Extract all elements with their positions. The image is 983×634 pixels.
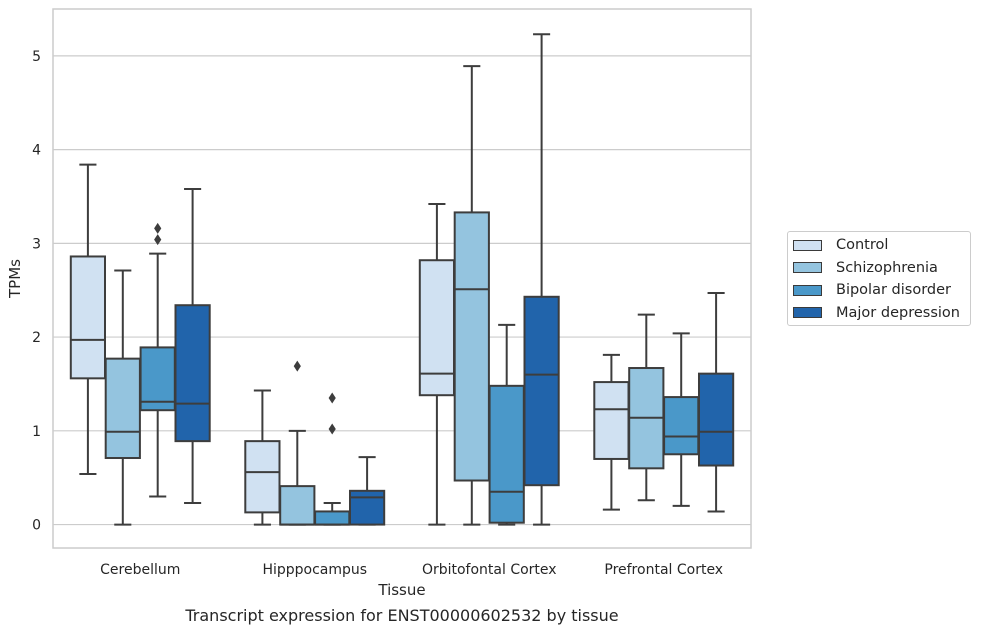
legend-item: Control	[793, 236, 888, 254]
box-iqr	[104, 357, 141, 460]
legend: Control Schizophrenia Bipolar disorder Majo…	[787, 231, 971, 326]
box-iqr	[593, 381, 630, 460]
outlier-point	[328, 392, 336, 404]
box-bipolar-disorder	[488, 323, 525, 526]
box-schizophrenia	[279, 360, 316, 526]
plot-frame	[52, 8, 752, 549]
box-control	[69, 163, 107, 475]
legend-swatch	[793, 284, 822, 296]
box-control	[244, 389, 281, 526]
y-tick-label: 4	[32, 143, 41, 159]
box-schizophrenia	[628, 313, 665, 502]
outlier-point	[154, 222, 162, 234]
box-iqr	[697, 372, 735, 467]
box-iqr	[348, 489, 386, 526]
legend-label: Schizophrenia	[836, 259, 938, 276]
legend-swatch	[793, 307, 822, 318]
legend-swatch	[793, 262, 822, 273]
y-tick-label: 3	[32, 236, 41, 252]
x-axis-title: Tissue	[377, 581, 425, 599]
legend-item: Bipolar disorder	[793, 281, 951, 299]
x-tick-label: Prefrontal Cortex	[604, 562, 723, 578]
box-iqr	[418, 259, 456, 397]
gridlines	[53, 55, 751, 526]
legend-label: Bipolar disorder	[836, 282, 951, 298]
box-iqr	[523, 295, 560, 487]
outlier-point	[154, 234, 162, 246]
box-major-depression	[348, 456, 386, 526]
box-major-depression	[697, 292, 735, 513]
x-tick-label: Cerebellum	[100, 562, 180, 578]
box-series	[69, 33, 735, 526]
outlier-point	[293, 360, 301, 372]
y-tick-label: 2	[32, 330, 41, 346]
box-bipolar-disorder	[663, 332, 700, 507]
box-iqr	[488, 384, 525, 524]
x-tick-labels: Cerebellum Hipppocampus Orbitofontal Corte…	[100, 562, 723, 578]
y-tick-label: 1	[32, 424, 41, 440]
box-iqr	[174, 304, 211, 443]
y-tick-label: 5	[32, 49, 41, 65]
legend-label: Major depression	[836, 304, 960, 321]
figure-caption: Transcript expression for ENST0000060253…	[185, 606, 619, 625]
y-tick-label: 0	[32, 518, 41, 534]
box-schizophrenia	[453, 65, 490, 526]
box-iqr	[244, 440, 281, 514]
box-control	[593, 353, 630, 511]
box-iqr	[279, 485, 316, 526]
legend-label: Control	[836, 237, 889, 253]
y-tick-labels: 0 1 2 3 4 5	[32, 49, 41, 534]
legend-item: Schizophrenia	[793, 259, 938, 277]
legend-swatch	[793, 239, 822, 251]
box-iqr	[69, 255, 107, 380]
box-iqr	[663, 396, 700, 456]
outlier-point	[328, 423, 336, 435]
x-tick-label: Orbitofontal Cortex	[422, 562, 557, 578]
box-bipolar-disorder	[314, 392, 351, 526]
box-iqr	[453, 211, 490, 482]
box-control	[418, 202, 456, 526]
box-bipolar-disorder	[139, 222, 176, 498]
box-iqr	[314, 510, 351, 526]
box-schizophrenia	[104, 269, 141, 526]
box-major-depression	[523, 33, 560, 526]
legend-item: Major depression	[793, 304, 960, 322]
y-axis-title: TPMs	[6, 259, 24, 299]
box-major-depression	[174, 187, 211, 505]
x-tick-label: Hipppocampus	[262, 562, 367, 578]
